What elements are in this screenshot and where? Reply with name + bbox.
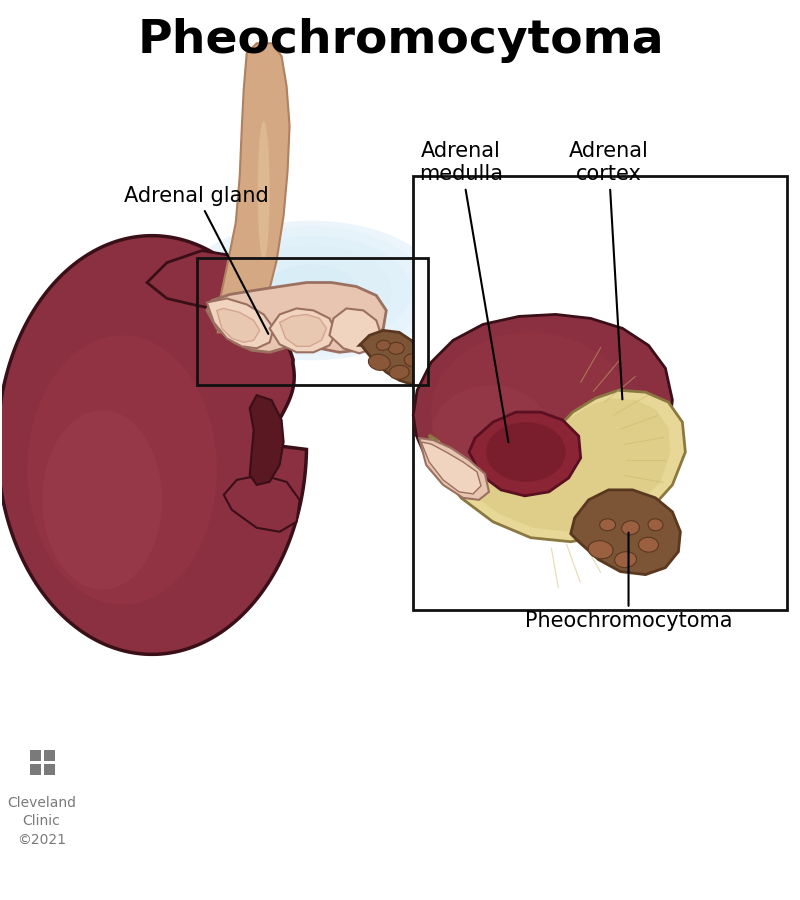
Polygon shape xyxy=(570,490,680,574)
Ellipse shape xyxy=(42,410,162,590)
Bar xyxy=(44,764,55,775)
Polygon shape xyxy=(147,250,270,315)
Ellipse shape xyxy=(431,332,630,492)
Polygon shape xyxy=(207,283,386,352)
Bar xyxy=(413,176,787,609)
Ellipse shape xyxy=(614,552,637,568)
Bar xyxy=(30,764,42,775)
Polygon shape xyxy=(280,314,326,346)
Polygon shape xyxy=(330,309,382,354)
Ellipse shape xyxy=(638,537,658,553)
Polygon shape xyxy=(250,395,283,485)
Polygon shape xyxy=(218,43,290,332)
Ellipse shape xyxy=(369,355,390,371)
Bar xyxy=(197,257,428,385)
Ellipse shape xyxy=(27,336,217,605)
Ellipse shape xyxy=(258,121,270,261)
Polygon shape xyxy=(429,391,686,542)
Text: Pheochromocytoma: Pheochromocytoma xyxy=(138,18,665,63)
Polygon shape xyxy=(0,236,306,654)
Ellipse shape xyxy=(212,236,411,346)
Polygon shape xyxy=(270,309,337,352)
Text: Cleveland
Clinic
©2021: Cleveland Clinic ©2021 xyxy=(7,796,76,847)
Polygon shape xyxy=(419,438,489,500)
Ellipse shape xyxy=(431,385,550,485)
Polygon shape xyxy=(224,475,299,532)
Ellipse shape xyxy=(622,521,639,535)
Polygon shape xyxy=(359,330,425,384)
Text: Adrenal
medulla: Adrenal medulla xyxy=(419,141,509,442)
Bar xyxy=(44,750,55,761)
Ellipse shape xyxy=(376,340,390,350)
Ellipse shape xyxy=(388,342,404,355)
Ellipse shape xyxy=(197,226,426,356)
Ellipse shape xyxy=(266,265,358,317)
Polygon shape xyxy=(207,299,274,348)
Text: Pheochromocytoma: Pheochromocytoma xyxy=(525,533,732,632)
Ellipse shape xyxy=(390,365,409,379)
Polygon shape xyxy=(469,412,581,496)
Ellipse shape xyxy=(404,354,422,367)
Polygon shape xyxy=(217,309,260,342)
Ellipse shape xyxy=(486,422,566,482)
Text: Adrenal gland: Adrenal gland xyxy=(125,185,270,334)
Bar xyxy=(30,750,42,761)
Ellipse shape xyxy=(648,518,663,531)
Ellipse shape xyxy=(231,245,392,336)
Polygon shape xyxy=(413,314,672,509)
Ellipse shape xyxy=(588,541,613,559)
Polygon shape xyxy=(437,398,670,532)
Ellipse shape xyxy=(600,518,615,531)
Text: Adrenal
cortex: Adrenal cortex xyxy=(569,141,649,400)
Ellipse shape xyxy=(182,220,441,360)
Polygon shape xyxy=(421,442,481,494)
